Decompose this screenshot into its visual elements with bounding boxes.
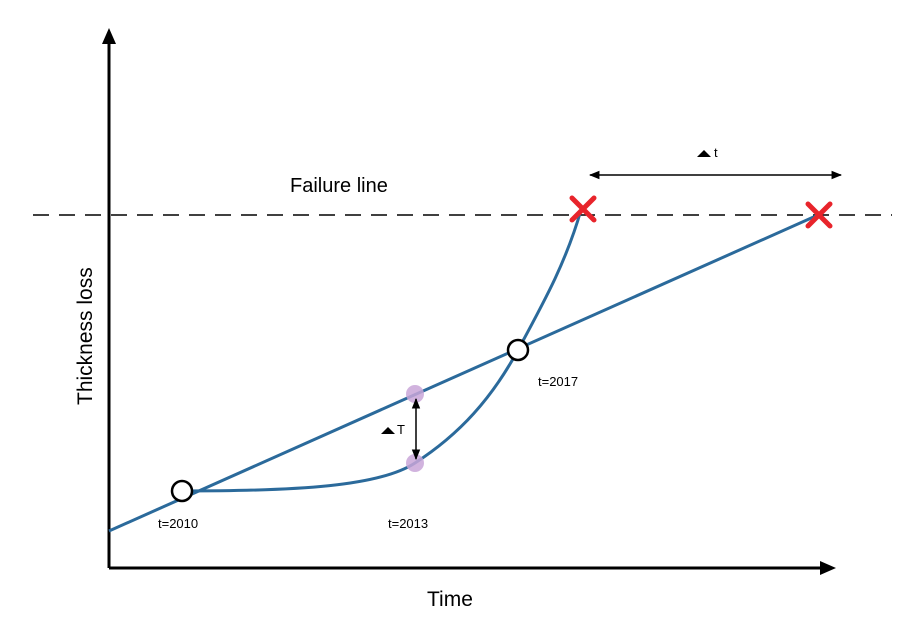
delta-t-label: t <box>714 145 718 160</box>
delta-T-triangle-icon <box>381 427 395 434</box>
t2013-label: t=2013 <box>388 516 428 531</box>
measurement-dot-lower <box>406 454 424 472</box>
x-axis-arrow-icon <box>820 561 836 575</box>
accelerated-curve <box>181 209 583 493</box>
linear-trend-line <box>108 213 819 533</box>
failure-x-icon-late <box>805 201 833 229</box>
failure-line-label: Failure line <box>290 175 388 197</box>
inspection-point-2010 <box>170 479 194 503</box>
x-axis-label: Time <box>427 588 473 611</box>
inspection-point-2017 <box>506 338 530 362</box>
y-axis-label: Thickness loss <box>74 267 97 405</box>
y-axis-arrow-icon <box>102 28 116 44</box>
delta-T-label: T <box>397 422 405 437</box>
delta-t-triangle-icon <box>697 150 711 157</box>
failure-x-icon-early <box>569 195 597 223</box>
t2017-label: t=2017 <box>538 374 578 389</box>
measurement-dot-upper <box>406 385 424 403</box>
t2010-label: t=2010 <box>158 516 198 531</box>
